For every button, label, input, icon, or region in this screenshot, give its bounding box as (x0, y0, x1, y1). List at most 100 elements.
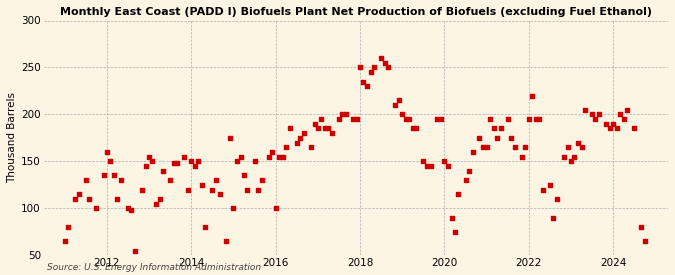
Point (569, 155, 580, 159)
Point (478, 145, 489, 150)
Point (59, 239, 70, 243)
Point (211, 178, 221, 182)
Point (239, 173, 250, 178)
Point (147, 159, 158, 164)
Point (601, 122, 612, 126)
Point (425, 164, 436, 168)
Point (450, 230, 460, 234)
Point (252, 187, 263, 192)
Point (105, 159, 115, 164)
Point (615, 112, 626, 117)
Point (622, 108, 632, 112)
Point (232, 159, 242, 164)
Point (590, 117, 601, 121)
Point (474, 136, 485, 140)
Point (400, 117, 411, 121)
Point (281, 145, 292, 150)
Point (126, 208, 137, 212)
Point (594, 112, 605, 117)
Point (313, 126, 323, 131)
Point (292, 140, 302, 145)
Point (510, 145, 520, 150)
Point (421, 164, 432, 168)
Point (604, 126, 615, 131)
Point (309, 122, 320, 126)
Point (323, 126, 334, 131)
Point (481, 145, 492, 150)
Point (172, 161, 183, 166)
Point (608, 122, 618, 126)
Point (618, 117, 629, 121)
Point (316, 117, 327, 121)
Point (115, 178, 126, 182)
Point (225, 136, 236, 140)
Point (611, 126, 622, 131)
Point (389, 103, 400, 107)
Point (495, 126, 506, 131)
Point (502, 117, 513, 121)
Point (629, 126, 640, 131)
Point (263, 155, 274, 159)
Point (516, 155, 527, 159)
Point (186, 159, 196, 164)
Point (376, 56, 387, 60)
Point (80, 178, 91, 182)
Point (101, 150, 112, 154)
Point (365, 70, 376, 74)
Point (256, 178, 267, 182)
Point (320, 126, 331, 131)
Point (236, 155, 246, 159)
Point (158, 169, 169, 173)
Point (249, 159, 260, 164)
Point (636, 225, 647, 229)
Point (562, 145, 573, 150)
Point (305, 145, 316, 150)
Point (140, 164, 151, 168)
Point (489, 126, 500, 131)
Point (130, 248, 140, 253)
Point (576, 145, 587, 150)
Point (558, 155, 569, 159)
Point (273, 155, 284, 159)
Point (369, 65, 379, 70)
Point (531, 117, 541, 121)
Point (534, 117, 545, 121)
Point (155, 197, 165, 201)
Point (453, 192, 464, 196)
Point (196, 183, 207, 187)
Point (270, 206, 281, 211)
Point (439, 159, 450, 164)
Point (442, 164, 453, 168)
Point (348, 117, 358, 121)
Point (548, 216, 559, 220)
Point (337, 112, 348, 117)
Point (168, 161, 179, 166)
Point (284, 126, 295, 131)
Point (573, 140, 584, 145)
Point (394, 98, 404, 103)
Point (354, 65, 365, 70)
Point (327, 131, 338, 135)
Point (207, 187, 218, 192)
Point (193, 159, 204, 164)
Point (298, 131, 309, 135)
Point (112, 197, 123, 201)
Title: Monthly East Coast (PADD I) Biofuels Plant Net Production of Biofuels (excluding: Monthly East Coast (PADD I) Biofuels Pla… (60, 7, 652, 17)
Point (566, 159, 576, 164)
Point (587, 112, 597, 117)
Point (63, 225, 74, 229)
Point (408, 126, 418, 131)
Point (464, 169, 475, 173)
Point (520, 145, 531, 150)
Point (228, 206, 239, 211)
Point (506, 136, 516, 140)
Text: Source: U.S. Energy Information Administration: Source: U.S. Energy Information Administ… (47, 263, 261, 272)
Point (151, 201, 162, 206)
Point (523, 117, 534, 121)
Point (179, 155, 190, 159)
Point (537, 187, 548, 192)
Point (411, 126, 422, 131)
Point (341, 112, 352, 117)
Point (351, 117, 362, 121)
Point (136, 187, 147, 192)
